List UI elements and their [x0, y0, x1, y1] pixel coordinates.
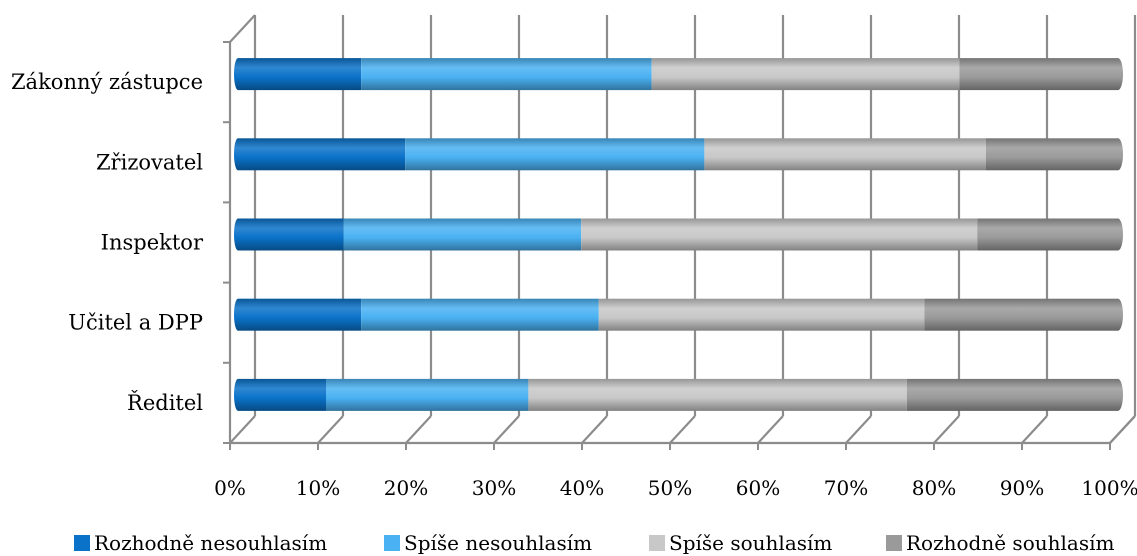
floor-right-edge: [1109, 415, 1136, 444]
bar-cap-left: [234, 138, 242, 171]
x-tick-label: 10%: [296, 476, 340, 500]
bar-segment: [959, 58, 1118, 91]
bar-segment: [405, 138, 705, 171]
x-tick-labels: 0% 10% 20% 30% 40% 50% 60% 70% 80% 90% 100%: [214, 476, 1137, 500]
x-tick-label: 70%: [824, 476, 868, 500]
bar-cap-right: [1113, 58, 1123, 91]
bar-segment: [977, 218, 1118, 251]
category-label: Inspektor: [101, 231, 204, 255]
bar-segment: [986, 138, 1118, 171]
legend-item: Spíše souhlasím: [649, 530, 832, 556]
bar-cap-right: [1113, 138, 1123, 171]
legend-item: Spíše nesouhlasím: [384, 530, 592, 556]
legend-swatch: [384, 535, 400, 551]
x-tick-label: 0%: [214, 476, 246, 500]
category-label: Zřizovatel: [96, 150, 203, 174]
gridline-floor: [493, 415, 520, 444]
gridline-floor: [757, 415, 784, 444]
side-wall-top: [229, 14, 256, 43]
bar-segment: [238, 378, 326, 411]
gridline-floor: [317, 415, 344, 444]
bar-segment: [361, 298, 599, 331]
gridline-floor: [845, 415, 872, 444]
legend-label: Spíše souhlasím: [669, 531, 833, 555]
bar-segment: [704, 138, 986, 171]
legend-label: Rozhodně souhlasím: [906, 531, 1115, 555]
bar-segment: [598, 298, 925, 331]
x-tick-label: 40%: [560, 476, 604, 500]
gridline-floor: [405, 415, 432, 444]
bar-segment: [238, 58, 362, 91]
bar-cap-left: [234, 378, 242, 411]
bar-segment: [581, 218, 978, 251]
x-tick-label: 90%: [1000, 476, 1044, 500]
category-label: Učitel a DPP: [68, 311, 203, 335]
bar-segment: [238, 298, 362, 331]
bar-segment: [361, 58, 652, 91]
bar-segment: [238, 218, 344, 251]
category-labels: Zákonný zástupce Zřizovatel Inspektor Učite…: [11, 70, 204, 415]
gridline-floor: [933, 415, 960, 444]
bar-segment: [343, 218, 582, 251]
bar-cap-left: [234, 218, 242, 251]
x-tick-label: 50%: [648, 476, 692, 500]
bar-segment: [924, 298, 1118, 331]
bar-cap-left: [234, 298, 242, 331]
gridline-floor: [1021, 415, 1048, 444]
gridline-floor: [581, 415, 608, 444]
x-tick-label: 80%: [912, 476, 956, 500]
x-tick-label: 60%: [736, 476, 780, 500]
legend-label: Spíše nesouhlasím: [404, 531, 593, 555]
legend-item: Rozhodně nesouhlasím: [74, 530, 327, 556]
x-tick-label: 30%: [472, 476, 516, 500]
bar-segment: [528, 378, 907, 411]
bar-cap-right: [1113, 378, 1123, 411]
x-tick-label: 20%: [384, 476, 428, 500]
legend-swatch: [74, 535, 90, 551]
bar-segment: [238, 138, 406, 171]
category-label: Ředitel: [127, 391, 203, 415]
bars: [234, 58, 1123, 411]
legend-item: Rozhodně souhlasím: [886, 530, 1114, 556]
bar-cap-right: [1113, 218, 1123, 251]
x-tick-label: 100%: [1081, 476, 1137, 500]
gridline-floor: [669, 415, 696, 444]
axes: [223, 14, 1136, 450]
bar-cap-right: [1113, 298, 1123, 331]
stacked-bar-chart: Zákonný zástupce Zřizovatel Inspektor Učite…: [11, 14, 1137, 500]
gridline-floor: [229, 415, 256, 444]
category-label: Zákonný zástupce: [11, 70, 203, 94]
bar-segment: [906, 378, 1118, 411]
bar-segment: [326, 378, 529, 411]
bar-cap-left: [234, 58, 242, 91]
legend: Rozhodně nesouhlasím Spíše nesouhlasím Spí…: [0, 530, 1137, 556]
legend-label: Rozhodně nesouhlasím: [94, 531, 328, 555]
legend-swatch: [886, 535, 902, 551]
legend-swatch: [649, 535, 665, 551]
bar-segment: [651, 58, 960, 91]
